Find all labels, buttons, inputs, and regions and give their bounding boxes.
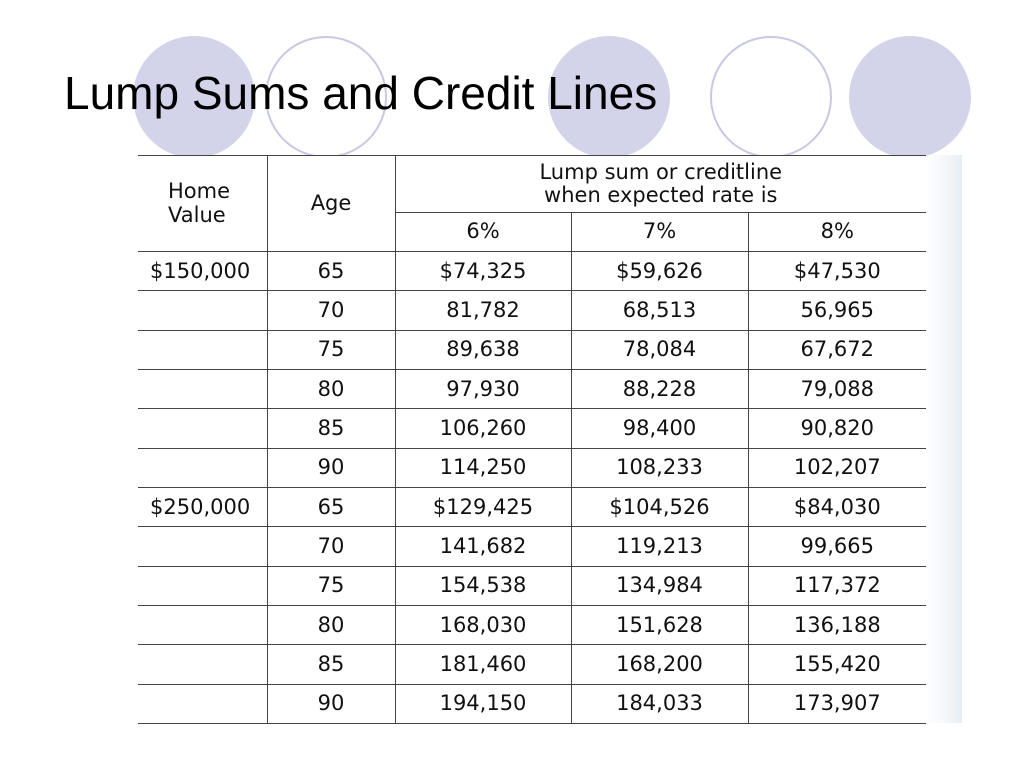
cell-rate-7: 184,033 bbox=[571, 683, 749, 725]
table-row: 85 106,260 98,400 90,820 bbox=[138, 408, 927, 449]
image-edge-strip bbox=[924, 155, 962, 723]
cell-rate-6: 181,460 bbox=[395, 644, 572, 685]
cell-age: 85 bbox=[267, 644, 396, 685]
header-rate-8: 8% bbox=[748, 212, 927, 252]
table-row: 90 114,250 108,233 102,207 bbox=[138, 447, 927, 488]
cell-home-value bbox=[138, 565, 268, 606]
table-row: 75 89,638 78,084 67,672 bbox=[138, 329, 927, 370]
cell-rate-6: $129,425 bbox=[395, 486, 572, 528]
cell-rate-7: 108,233 bbox=[571, 447, 749, 488]
table-row: 70 81,782 68,513 56,965 bbox=[138, 290, 927, 331]
cell-rate-7: 134,984 bbox=[571, 565, 749, 606]
cell-home-value bbox=[138, 526, 268, 567]
cell-rate-6: 194,150 bbox=[395, 683, 572, 725]
header-home-value: Home Value bbox=[138, 155, 268, 252]
cell-rate-7: 119,213 bbox=[571, 526, 749, 567]
cell-rate-7: $104,526 bbox=[571, 486, 749, 528]
cell-rate-7: 98,400 bbox=[571, 408, 749, 449]
cell-age: 70 bbox=[267, 290, 396, 331]
cell-rate-6: 114,250 bbox=[395, 447, 572, 488]
decorative-circle-5 bbox=[849, 36, 971, 158]
cell-rate-7: 68,513 bbox=[571, 290, 749, 331]
table-row: 70 141,682 119,213 99,665 bbox=[138, 526, 927, 567]
cell-home-value bbox=[138, 329, 268, 370]
cell-rate-8: 79,088 bbox=[748, 368, 927, 410]
cell-age: 85 bbox=[267, 408, 396, 449]
header-rate-span: Lump sum or creditline when expected rat… bbox=[395, 155, 927, 213]
slide-title: Lump Sums and Credit Lines bbox=[64, 67, 658, 119]
table-row: 80 97,930 88,228 79,088 bbox=[138, 368, 927, 410]
cell-home-value bbox=[138, 447, 268, 488]
cell-rate-6: $74,325 bbox=[395, 250, 572, 292]
decorative-circle-3 bbox=[548, 36, 670, 158]
cell-age: 80 bbox=[267, 368, 396, 410]
header-age: Age bbox=[267, 155, 396, 252]
header-rate-7: 7% bbox=[571, 212, 749, 252]
table-row: 75 154,538 134,984 117,372 bbox=[138, 565, 927, 606]
cell-rate-7: 168,200 bbox=[571, 644, 749, 685]
cell-home-value: $250,000 bbox=[138, 486, 268, 528]
cell-home-value bbox=[138, 290, 268, 331]
decorative-circle-1 bbox=[133, 36, 255, 158]
cell-age: 80 bbox=[267, 604, 396, 646]
cell-rate-7: 151,628 bbox=[571, 604, 749, 646]
cell-age: 75 bbox=[267, 565, 396, 606]
cell-age: 70 bbox=[267, 526, 396, 567]
cell-rate-6: 81,782 bbox=[395, 290, 572, 331]
header-rate-span-line1: Lump sum or creditline bbox=[539, 159, 783, 184]
cell-rate-6: 168,030 bbox=[395, 604, 572, 646]
cell-rate-8: 99,665 bbox=[748, 526, 927, 567]
cell-home-value: $150,000 bbox=[138, 250, 268, 292]
cell-rate-7: 78,084 bbox=[571, 329, 749, 370]
cell-rate-8: $84,030 bbox=[748, 486, 927, 528]
cell-rate-8: 155,420 bbox=[748, 644, 927, 685]
cell-age: 65 bbox=[267, 250, 396, 292]
cell-rate-8: $47,530 bbox=[748, 250, 927, 292]
decorative-circle-4 bbox=[710, 36, 832, 158]
cell-rate-7: $59,626 bbox=[571, 250, 749, 292]
table-row: $250,000 65 $129,425 $104,526 $84,030 bbox=[138, 486, 927, 528]
cell-rate-8: 173,907 bbox=[748, 683, 927, 725]
cell-rate-7: 88,228 bbox=[571, 368, 749, 410]
cell-rate-8: 102,207 bbox=[748, 447, 927, 488]
header-home-value-line1: Home bbox=[168, 179, 231, 204]
table-row: $150,000 65 $74,325 $59,626 $47,530 bbox=[138, 250, 927, 292]
cell-rate-6: 106,260 bbox=[395, 408, 572, 449]
cell-rate-8: 56,965 bbox=[748, 290, 927, 331]
cell-home-value bbox=[138, 644, 268, 685]
cell-rate-8: 67,672 bbox=[748, 329, 927, 370]
cell-age: 90 bbox=[267, 447, 396, 488]
cell-age: 65 bbox=[267, 486, 396, 528]
cell-home-value bbox=[138, 604, 268, 646]
cell-rate-8: 136,188 bbox=[748, 604, 927, 646]
cell-age: 75 bbox=[267, 329, 396, 370]
cell-home-value bbox=[138, 368, 268, 410]
lump-sum-table: Home Value Age Lump sum or creditline wh… bbox=[138, 155, 927, 725]
table-row: 85 181,460 168,200 155,420 bbox=[138, 644, 927, 685]
cell-rate-6: 154,538 bbox=[395, 565, 572, 606]
header-home-value-line2: Value bbox=[168, 202, 226, 227]
header-rate-span-line2: when expected rate is bbox=[544, 183, 778, 207]
cell-rate-8: 117,372 bbox=[748, 565, 927, 606]
table-row: 80 168,030 151,628 136,188 bbox=[138, 604, 927, 646]
cell-age: 90 bbox=[267, 683, 396, 725]
cell-home-value bbox=[138, 408, 268, 449]
table-row: 90 194,150 184,033 173,907 bbox=[138, 683, 927, 725]
cell-rate-8: 90,820 bbox=[748, 408, 927, 449]
header-rate-6: 6% bbox=[395, 212, 572, 252]
cell-rate-6: 97,930 bbox=[395, 368, 572, 410]
cell-rate-6: 141,682 bbox=[395, 526, 572, 567]
cell-rate-6: 89,638 bbox=[395, 329, 572, 370]
cell-home-value bbox=[138, 683, 268, 725]
